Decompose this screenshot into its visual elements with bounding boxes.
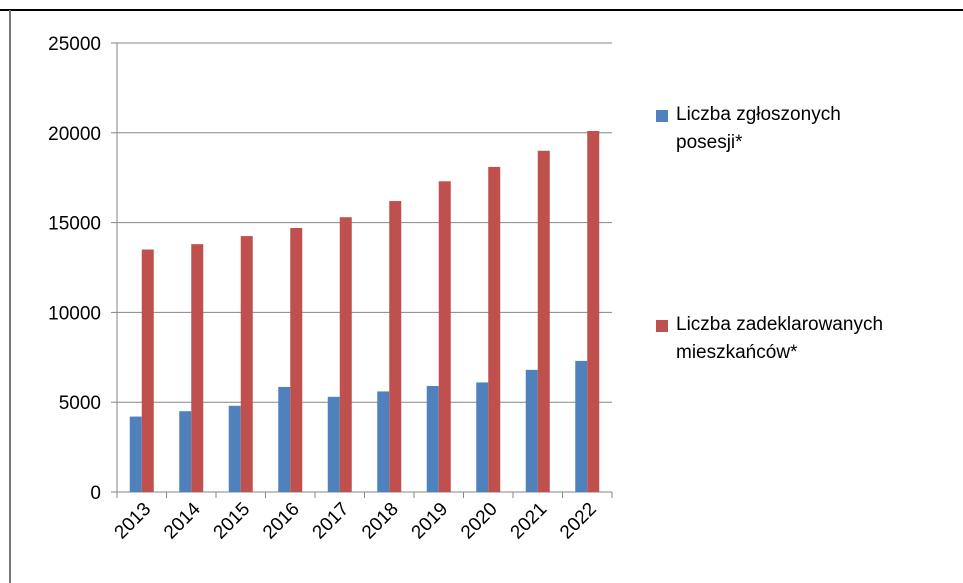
- bar: [278, 386, 291, 492]
- bar: [240, 236, 253, 492]
- x-tick-label: 2020: [457, 499, 502, 544]
- x-tick-label: 2014: [160, 498, 205, 543]
- bar: [488, 166, 501, 492]
- x-tick-label: 2015: [210, 499, 255, 544]
- bar: [129, 416, 142, 492]
- bar: [179, 411, 192, 492]
- y-tick-label: 10000: [48, 303, 101, 324]
- x-tick-label: 2019: [408, 499, 453, 544]
- y-tick-label: 5000: [59, 393, 101, 414]
- bar: [228, 405, 241, 492]
- y-tick-label: 15000: [48, 214, 101, 235]
- x-tick-label: 2017: [309, 499, 354, 544]
- bar: [426, 386, 439, 492]
- legend-label: Liczba zadeklarowanych mieszkańców*: [676, 314, 884, 363]
- bar: [525, 369, 538, 492]
- x-tick-label: 2013: [111, 499, 156, 544]
- x-tick-label: 2016: [259, 499, 304, 544]
- bar: [587, 131, 600, 492]
- y-tick-label: 25000: [48, 34, 101, 55]
- bar: [476, 382, 489, 492]
- bar: [191, 244, 204, 492]
- bar: [339, 217, 352, 492]
- x-tick-label: 2018: [358, 499, 403, 544]
- bar: [575, 360, 588, 492]
- bar: [377, 391, 390, 492]
- bar: [537, 150, 550, 492]
- legend-label: Liczba zgłoszonych posesji*: [676, 104, 841, 153]
- legend-swatch: [656, 110, 668, 122]
- bar: [389, 201, 402, 492]
- bar: [438, 181, 451, 493]
- y-tick-label: 0: [90, 483, 101, 504]
- x-tick-label: 2022: [556, 499, 601, 544]
- bar: [290, 227, 303, 492]
- y-tick-label: 20000: [48, 124, 101, 145]
- legend-swatch: [656, 320, 668, 332]
- bar: [327, 396, 340, 492]
- bar: [141, 249, 154, 492]
- x-tick-label: 2021: [507, 499, 552, 544]
